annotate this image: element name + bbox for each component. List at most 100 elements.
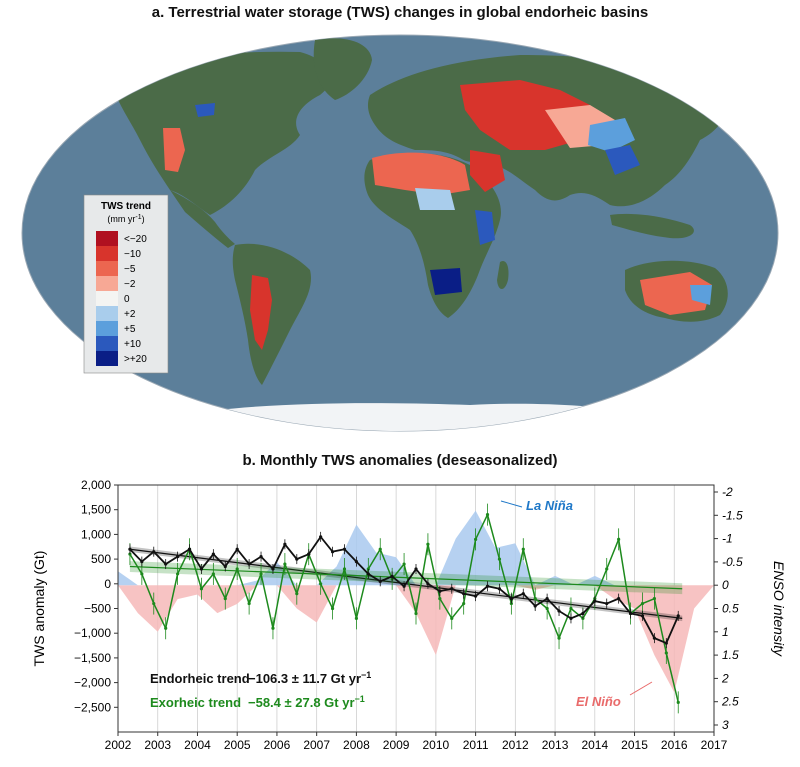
endorheic-point — [557, 609, 561, 613]
basin-sahara — [372, 152, 470, 195]
el-nino-arrow — [629, 681, 653, 696]
basin-australia-east — [690, 285, 712, 305]
land-new-zealand — [745, 320, 755, 345]
exorheic-point — [450, 616, 454, 620]
legend-swatch — [96, 336, 118, 351]
legend-title: TWS trend — [101, 201, 151, 212]
y-tick-label: 500 — [91, 552, 111, 566]
y-tick-label: 2,000 — [81, 478, 111, 492]
exorheic-point — [319, 582, 323, 586]
exorheic-point — [664, 651, 668, 655]
endorheic-point — [521, 592, 525, 596]
endorheic-point — [390, 574, 394, 578]
y2-tick-label: 0.5 — [722, 602, 739, 616]
endorheic-point — [330, 550, 335, 554]
basin-east-africa — [475, 210, 495, 245]
legend-label: <−20 — [124, 234, 147, 245]
endorheic-point — [676, 614, 680, 618]
x-tick-label: 2016 — [661, 738, 688, 752]
exorheic-point — [271, 626, 275, 630]
x-tick-label: 2005 — [224, 738, 251, 752]
x-tick-label: 2002 — [105, 738, 132, 752]
exorheic-point — [497, 557, 502, 561]
endorheic-point — [271, 567, 275, 571]
legend-swatch — [96, 351, 118, 366]
y-tick-label: 0 — [104, 577, 111, 591]
endorheic-point — [223, 564, 227, 569]
exorheic-point — [378, 547, 382, 551]
legend-swatch — [96, 261, 118, 276]
exorheic-point — [247, 601, 251, 606]
endorheic-point — [545, 597, 549, 601]
exorheic-point — [283, 562, 287, 566]
endorheic-point — [152, 550, 156, 554]
endorheic-basins — [163, 80, 712, 350]
exorheic-point — [235, 567, 239, 571]
exorheic-point — [223, 597, 227, 601]
endorheic-point — [533, 604, 537, 608]
legend-label: 0 — [124, 294, 130, 305]
endorheic-point — [342, 547, 347, 551]
exorheic-point — [640, 601, 645, 606]
basin-great-basin — [163, 128, 185, 172]
basin-andes — [250, 275, 272, 350]
endorheic-point — [450, 587, 454, 591]
basin-kalahari — [430, 268, 462, 295]
map-title: a. Terrestrial water storage (TWS) chang… — [151, 4, 649, 21]
x-tick-label: 2006 — [264, 738, 291, 752]
y-tick-label: 1,000 — [81, 527, 111, 541]
exorheic-point — [211, 572, 215, 576]
land-se-asia-islands — [610, 213, 694, 239]
legend-label: −10 — [124, 249, 141, 260]
legend-label: +5 — [124, 324, 136, 335]
exorheic-point — [652, 597, 657, 601]
endorheic-point — [569, 616, 573, 620]
map-legend: TWS trend (mm yr-1) <−20 −10 −5 −2 0 +2 +5 +10 >… — [83, 194, 169, 374]
endorheic-point — [128, 547, 132, 551]
y-tick-label: −2,000 — [74, 676, 111, 690]
endorheic-point — [652, 636, 657, 640]
endorheic-point — [438, 589, 442, 593]
endorheic-point — [593, 599, 597, 603]
exorheic-point — [426, 542, 430, 546]
legend-label: −2 — [124, 279, 136, 290]
endorheic-point — [414, 567, 418, 571]
endorheic-point — [509, 597, 513, 601]
endorheic-point — [426, 582, 430, 586]
y2-tick-label: 0 — [722, 578, 729, 592]
x-tick-label: 2008 — [343, 738, 370, 752]
exorheic-point — [402, 562, 406, 566]
exorheic-point — [199, 587, 204, 591]
legend-label: >+20 — [124, 354, 147, 365]
endorheic-point — [485, 584, 490, 588]
exorheic-point — [533, 597, 537, 601]
exorheic-point — [342, 567, 347, 571]
exorheic-point — [414, 611, 418, 616]
exorheic-point — [569, 606, 573, 611]
exorheic-point — [485, 513, 490, 517]
y-tick-label: −2,500 — [74, 700, 111, 714]
endorheic-point — [462, 592, 466, 596]
legend-swatch — [96, 276, 118, 291]
chart-title: b. Monthly TWS anomalies (deseasonalized… — [242, 452, 558, 469]
basin-sahel — [415, 188, 455, 210]
endorheic-point — [176, 555, 180, 559]
endorheic-trend-label: Endorheic trend−106.3 ± 11.7 Gt yr−1 — [150, 670, 371, 686]
legend-unit: (mm yr-1) — [107, 214, 144, 224]
x-tick-label: 2014 — [581, 738, 608, 752]
la-nina-label: La Niña — [526, 498, 573, 513]
el-nino-label: El Niño — [576, 694, 621, 709]
endorheic-point — [474, 594, 478, 598]
endorheic-point — [319, 535, 323, 539]
exorheic-trend-line — [129, 565, 683, 590]
y2-tick-label: 1.5 — [722, 648, 739, 662]
y2-tick-label: 2 — [721, 671, 729, 685]
endorheic-point — [628, 611, 633, 616]
endorheic-point — [187, 547, 192, 551]
tws-chart: 2002 2003 2004 2005 2006 2007 2008 2009 2010 2011… — [31, 478, 787, 752]
x-tick-label: 2004 — [184, 738, 211, 752]
y2-axis-label: ENSO intensity — [771, 561, 787, 657]
endorheic-point — [605, 601, 609, 606]
exorheic-trend-label: Exorheic trend −58.4 ± 27.8 Gt yr−1 — [150, 694, 365, 710]
endorheic-point — [366, 572, 370, 576]
